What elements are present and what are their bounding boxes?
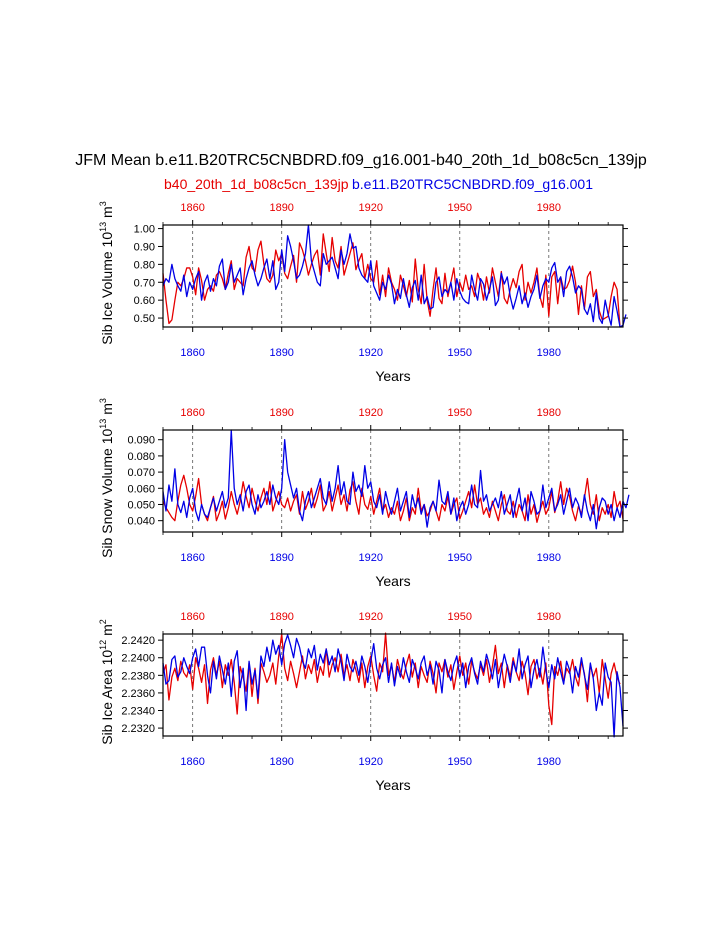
- x-tick-label-bottom: 1860: [180, 552, 204, 564]
- x-tick-label-top: 1950: [448, 407, 472, 419]
- y-tick-label: 0.60: [134, 295, 155, 307]
- y-tick-label: 0.50: [134, 313, 155, 325]
- y-tick-label: 0.90: [134, 241, 155, 253]
- legend-label-red: b40_20th_1d_b08c5cn_139jp: [164, 176, 349, 192]
- x-tick-label-bottom: 1920: [358, 756, 382, 768]
- panel-1: 1860 1860 1890 1890 1920 1920 1950 1950 1980 1980…: [98, 201, 628, 384]
- y-tick-label: 2.2380: [121, 670, 155, 682]
- x-tick-label-bottom: 1920: [358, 552, 382, 564]
- x-tick-label-top: 1980: [537, 202, 561, 214]
- x-tick-label-bottom: 1950: [448, 552, 472, 564]
- y-axis-label-exponent: 3: [98, 398, 108, 403]
- x-tick-label-top: 1890: [269, 407, 293, 419]
- x-tick-label-bottom: 1980: [537, 347, 561, 359]
- plot-frame: [162, 633, 624, 737]
- x-tick-label-top: 1920: [358, 611, 382, 623]
- y-tick-label: 2.2340: [121, 706, 155, 718]
- y-tick-label: 2.2360: [121, 688, 155, 700]
- y-tick-label: 2.2320: [121, 723, 155, 735]
- x-tick-label-top: 1890: [269, 202, 293, 214]
- x-tick-label-bottom: 1950: [448, 347, 472, 359]
- x-axis-label: Years: [375, 573, 410, 589]
- y-tick-label: 0.060: [127, 483, 155, 495]
- x-tick-label-bottom: 1980: [537, 552, 561, 564]
- x-tick-label-bottom: 1980: [537, 756, 561, 768]
- y-tick-label: 2.2420: [121, 635, 155, 647]
- x-axis-label: Years: [375, 368, 410, 384]
- y-tick-label: 0.070: [127, 467, 155, 479]
- x-tick-label-top: 1920: [358, 407, 382, 419]
- y-axis-label-exponent: 3: [98, 201, 108, 206]
- x-tick-label-bottom: 1860: [180, 756, 204, 768]
- y-axis-label: Sib Ice Area 1012 m2: [98, 619, 115, 745]
- y-axis-label: Sib Ice Volume 1013 m3: [98, 201, 115, 344]
- y-axis-label-exponent: 13: [98, 419, 108, 429]
- y-tick-label: 0.090: [127, 435, 155, 447]
- y-axis-label-part: m: [99, 403, 115, 419]
- x-tick-label-top: 1860: [180, 611, 204, 623]
- y-axis-label-part: Sib Ice Volume 10: [99, 232, 115, 345]
- y-axis-label-part: m: [99, 624, 115, 640]
- x-axis-label: Years: [375, 777, 410, 793]
- x-tick-label-bottom: 1890: [269, 552, 293, 564]
- y-axis-label-exponent: 12: [98, 640, 108, 650]
- y-axis-label-exponent: 2: [98, 619, 108, 624]
- series-line-blue: [162, 634, 624, 738]
- series-line-blue: [162, 429, 630, 530]
- panels-group: 1860 1860 1890 1890 1920 1920 1950 1950 1980 1980…: [98, 201, 630, 793]
- x-tick-label-top: 1890: [269, 611, 293, 623]
- series-line-red: [162, 233, 621, 328]
- x-tick-label-top: 1980: [537, 407, 561, 419]
- x-tick-label-top: 1860: [180, 407, 204, 419]
- x-tick-label-bottom: 1920: [358, 347, 382, 359]
- chart-title: JFM Mean b.e11.B20TRC5CNBDRD.f09_g16.001…: [75, 152, 647, 169]
- y-axis-label: Sib Snow Volume 1013 m3: [98, 398, 115, 558]
- x-tick-label-bottom: 1890: [269, 347, 293, 359]
- x-tick-label-top: 1920: [358, 202, 382, 214]
- y-axis-label-part: Sib Ice Area 10: [99, 650, 115, 745]
- series-line-blue: [162, 224, 627, 328]
- y-tick-label: 0.70: [134, 277, 155, 289]
- y-axis-label-part: Sib Snow Volume 10: [99, 428, 115, 557]
- series-line-red: [162, 632, 621, 726]
- panel-3: 1860 1860 1890 1890 1920 1920 1950 1950 1980 1980…: [98, 611, 628, 793]
- plot-frame: [162, 224, 624, 328]
- x-tick-label-bottom: 1860: [180, 347, 204, 359]
- plot-frame: [162, 429, 624, 533]
- legend-label-blue: b.e11.B20TRC5CNBDRD.f09_g16.001: [352, 176, 593, 192]
- x-tick-label-top: 1980: [537, 611, 561, 623]
- series-line-red: [162, 474, 624, 523]
- x-tick-label-top: 1860: [180, 202, 204, 214]
- y-axis-label-exponent: 13: [98, 222, 108, 232]
- x-tick-label-bottom: 1890: [269, 756, 293, 768]
- y-tick-label: 1.00: [134, 224, 155, 236]
- y-axis-label-part: m: [99, 206, 115, 222]
- y-tick-label: 2.2400: [121, 653, 155, 665]
- panel-2: 1860 1860 1890 1890 1920 1920 1950 1950 1980 1980…: [98, 398, 630, 589]
- x-tick-label-top: 1950: [448, 202, 472, 214]
- x-tick-label-top: 1950: [448, 611, 472, 623]
- y-tick-label: 0.040: [127, 516, 155, 528]
- y-tick-label: 0.080: [127, 451, 155, 463]
- y-tick-label: 0.050: [127, 499, 155, 511]
- x-tick-label-bottom: 1950: [448, 756, 472, 768]
- y-tick-label: 0.80: [134, 259, 155, 271]
